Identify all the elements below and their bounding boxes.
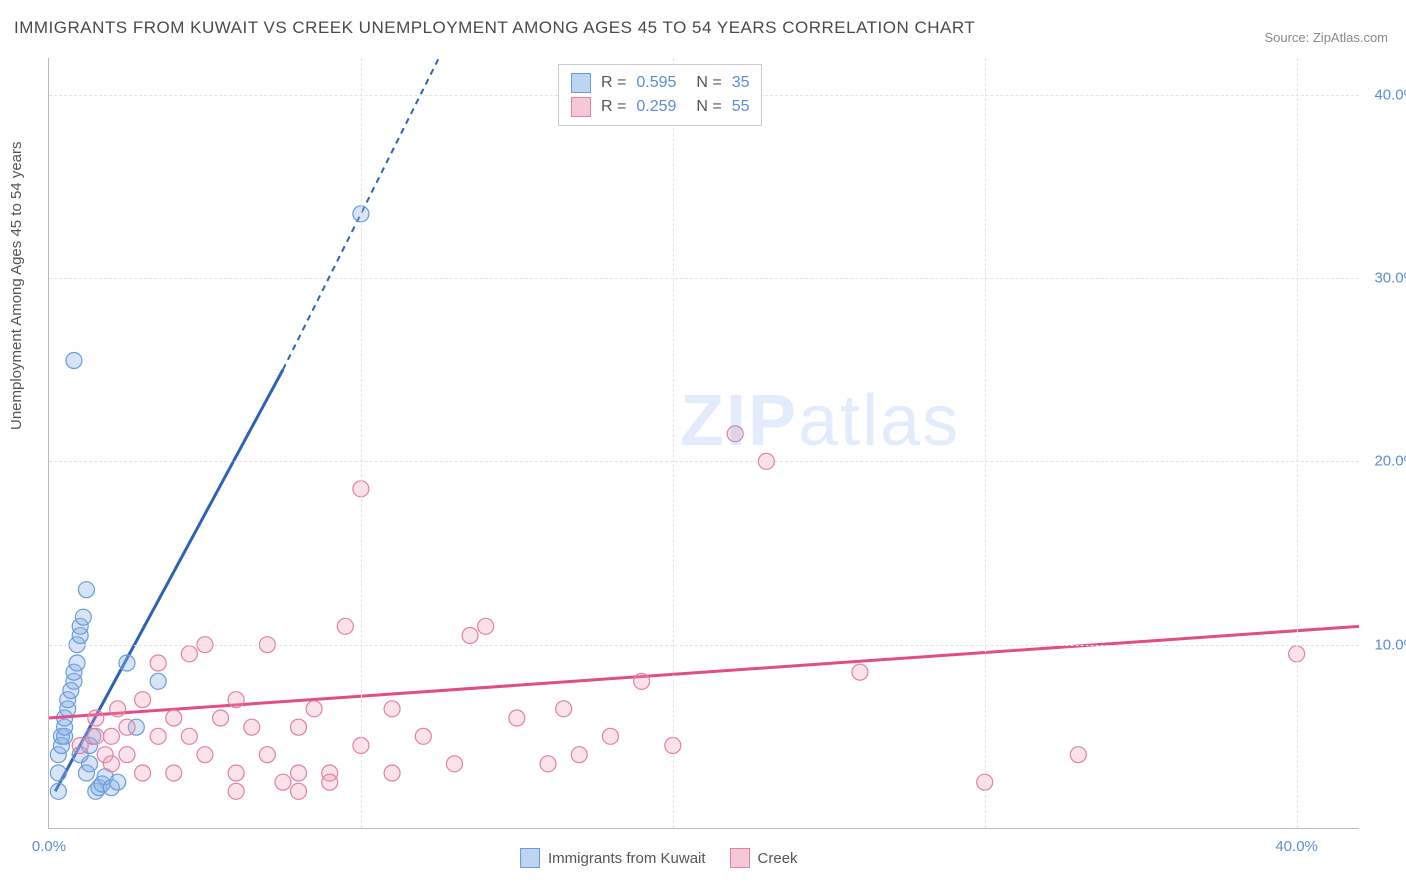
data-point-creek	[322, 774, 338, 790]
data-point-creek	[446, 756, 462, 772]
data-point-creek	[291, 783, 307, 799]
data-point-kuwait	[69, 655, 85, 671]
data-point-creek	[571, 747, 587, 763]
data-point-creek	[119, 719, 135, 735]
data-point-creek	[72, 738, 88, 754]
data-point-creek	[602, 728, 618, 744]
ytick-label: 20.0%	[1374, 453, 1406, 470]
swatch-creek	[571, 97, 591, 117]
y-axis-label: Unemployment Among Ages 45 to 54 years	[8, 141, 25, 430]
data-point-creek	[727, 426, 743, 442]
data-point-creek	[291, 765, 307, 781]
data-point-kuwait	[66, 353, 82, 369]
data-point-kuwait	[75, 609, 91, 625]
legend-item-creek: Creek	[730, 848, 798, 868]
data-point-creek	[150, 655, 166, 671]
data-point-kuwait	[110, 774, 126, 790]
legend-label-kuwait: Immigrants from Kuwait	[548, 850, 706, 867]
data-point-creek	[166, 710, 182, 726]
data-point-creek	[384, 701, 400, 717]
data-point-creek	[509, 710, 525, 726]
data-point-creek	[852, 664, 868, 680]
swatch-creek-bottom	[730, 848, 750, 868]
correlation-legend: R = 0.595 N = 35 R = 0.259 N = 55	[558, 64, 762, 126]
n-label: N =	[696, 98, 721, 116]
n-value-kuwait: 35	[732, 74, 750, 92]
ytick-label: 40.0%	[1374, 86, 1406, 103]
data-point-kuwait	[50, 783, 66, 799]
r-value-creek: 0.259	[636, 98, 686, 116]
n-value-creek: 55	[732, 98, 750, 116]
data-point-creek	[478, 618, 494, 634]
data-point-creek	[110, 701, 126, 717]
gridline-v	[1297, 58, 1298, 828]
data-point-creek	[197, 747, 213, 763]
xtick-label: 40.0%	[1275, 838, 1318, 855]
series-legend: Immigrants from Kuwait Creek	[520, 848, 798, 868]
source-label: Source: ZipAtlas.com	[1264, 30, 1388, 45]
chart-svg	[49, 58, 1359, 828]
legend-label-creek: Creek	[758, 850, 798, 867]
data-point-creek	[556, 701, 572, 717]
data-point-creek	[166, 765, 182, 781]
r-label: R =	[601, 74, 626, 92]
data-point-creek	[244, 719, 260, 735]
data-point-creek	[181, 646, 197, 662]
n-label: N =	[696, 74, 721, 92]
data-point-creek	[462, 628, 478, 644]
data-point-creek	[213, 710, 229, 726]
data-point-creek	[1070, 747, 1086, 763]
data-point-creek	[150, 728, 166, 744]
ytick-label: 10.0%	[1374, 636, 1406, 653]
r-value-kuwait: 0.595	[636, 74, 686, 92]
data-point-creek	[306, 701, 322, 717]
data-point-kuwait	[78, 582, 94, 598]
data-point-creek	[634, 673, 650, 689]
data-point-kuwait	[50, 765, 66, 781]
gridline-v	[985, 58, 986, 828]
data-point-creek	[181, 728, 197, 744]
data-point-creek	[228, 765, 244, 781]
data-point-creek	[103, 728, 119, 744]
data-point-creek	[119, 747, 135, 763]
gridline-v	[673, 58, 674, 828]
swatch-kuwait	[571, 73, 591, 93]
ytick-label: 30.0%	[1374, 270, 1406, 287]
regression-line-creek	[49, 626, 1359, 718]
chart-title: IMMIGRANTS FROM KUWAIT VS CREEK UNEMPLOY…	[14, 18, 975, 38]
gridline-h	[49, 461, 1359, 462]
data-point-creek	[291, 719, 307, 735]
r-label: R =	[601, 98, 626, 116]
data-point-creek	[384, 765, 400, 781]
data-point-creek	[259, 747, 275, 763]
data-point-creek	[103, 756, 119, 772]
data-point-creek	[337, 618, 353, 634]
data-point-creek	[135, 765, 151, 781]
gridline-h	[49, 645, 1359, 646]
legend-row-creek: R = 0.259 N = 55	[571, 95, 749, 119]
xtick-label: 0.0%	[32, 838, 66, 855]
legend-row-kuwait: R = 0.595 N = 35	[571, 71, 749, 95]
gridline-v	[361, 58, 362, 828]
data-point-kuwait	[150, 673, 166, 689]
data-point-creek	[88, 728, 104, 744]
data-point-creek	[275, 774, 291, 790]
data-point-creek	[540, 756, 556, 772]
data-point-kuwait	[119, 655, 135, 671]
data-point-creek	[88, 710, 104, 726]
gridline-h	[49, 278, 1359, 279]
data-point-creek	[415, 728, 431, 744]
data-point-creek	[228, 783, 244, 799]
data-point-creek	[135, 692, 151, 708]
legend-item-kuwait: Immigrants from Kuwait	[520, 848, 706, 868]
plot-area: 10.0%20.0%30.0%40.0%0.0%40.0%	[48, 58, 1359, 829]
swatch-kuwait-bottom	[520, 848, 540, 868]
data-point-creek	[228, 692, 244, 708]
